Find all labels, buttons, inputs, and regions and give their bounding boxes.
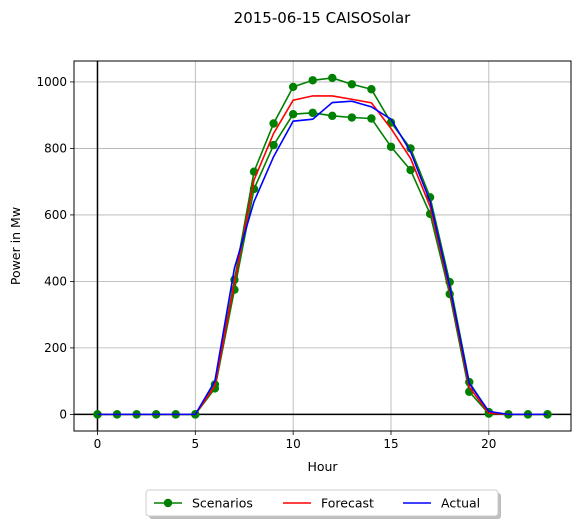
x-tick-label: 20 [481,437,496,451]
y-tick-label: 200 [44,341,67,355]
legend: Scenarios Forecast Actual [145,489,501,519]
series-layer [93,73,552,419]
data-point [328,111,337,121]
data-point [347,80,357,89]
y-tick-label: 400 [44,274,67,288]
data-point [347,113,357,122]
series-forecast [97,95,548,416]
data-point [308,108,317,118]
legend-marker [163,498,173,508]
data-point [288,82,298,92]
data-point [269,119,278,128]
data-point [406,144,415,153]
chart-title: 2015-06-15 CAISOSolar [234,9,411,27]
plot-frame [73,60,572,432]
series-line [97,77,548,416]
x-tick-label: 15 [383,437,398,451]
legend-label: Scenarios [192,496,253,511]
legend-entry: Scenarios [154,496,253,511]
y-axis-label: Power in Mw [8,207,23,285]
series-line [97,112,548,416]
data-point [386,142,396,151]
axis-zero-lines [74,61,571,431]
y-tick-label: 800 [44,141,67,155]
data-point [367,85,376,94]
data-point [406,165,415,175]
data-point [367,114,376,123]
data-point [288,109,298,119]
legend-label: Forecast [321,496,374,511]
legend-box [145,489,499,517]
grid-lines [74,61,571,431]
data-point [328,73,337,83]
data-point [308,76,317,85]
x-axis-label: Hour [307,459,338,474]
y-tick-label: 0 [59,407,67,421]
x-tick-label: 5 [191,437,199,451]
legend-entry: Forecast [283,496,374,511]
x-tick-label: 10 [286,437,301,451]
series-scenarios [93,73,552,419]
series-line [97,100,548,416]
x-tick-label: 0 [94,437,102,451]
series-actual [97,100,548,416]
y-tick-label: 600 [44,208,67,222]
series-line [97,95,548,416]
data-point [269,140,278,150]
y-tick-label: 1000 [36,75,67,89]
legend-label: Actual [441,496,480,511]
series-scenarios-lower [93,108,552,419]
legend-entry: Actual [403,496,480,511]
